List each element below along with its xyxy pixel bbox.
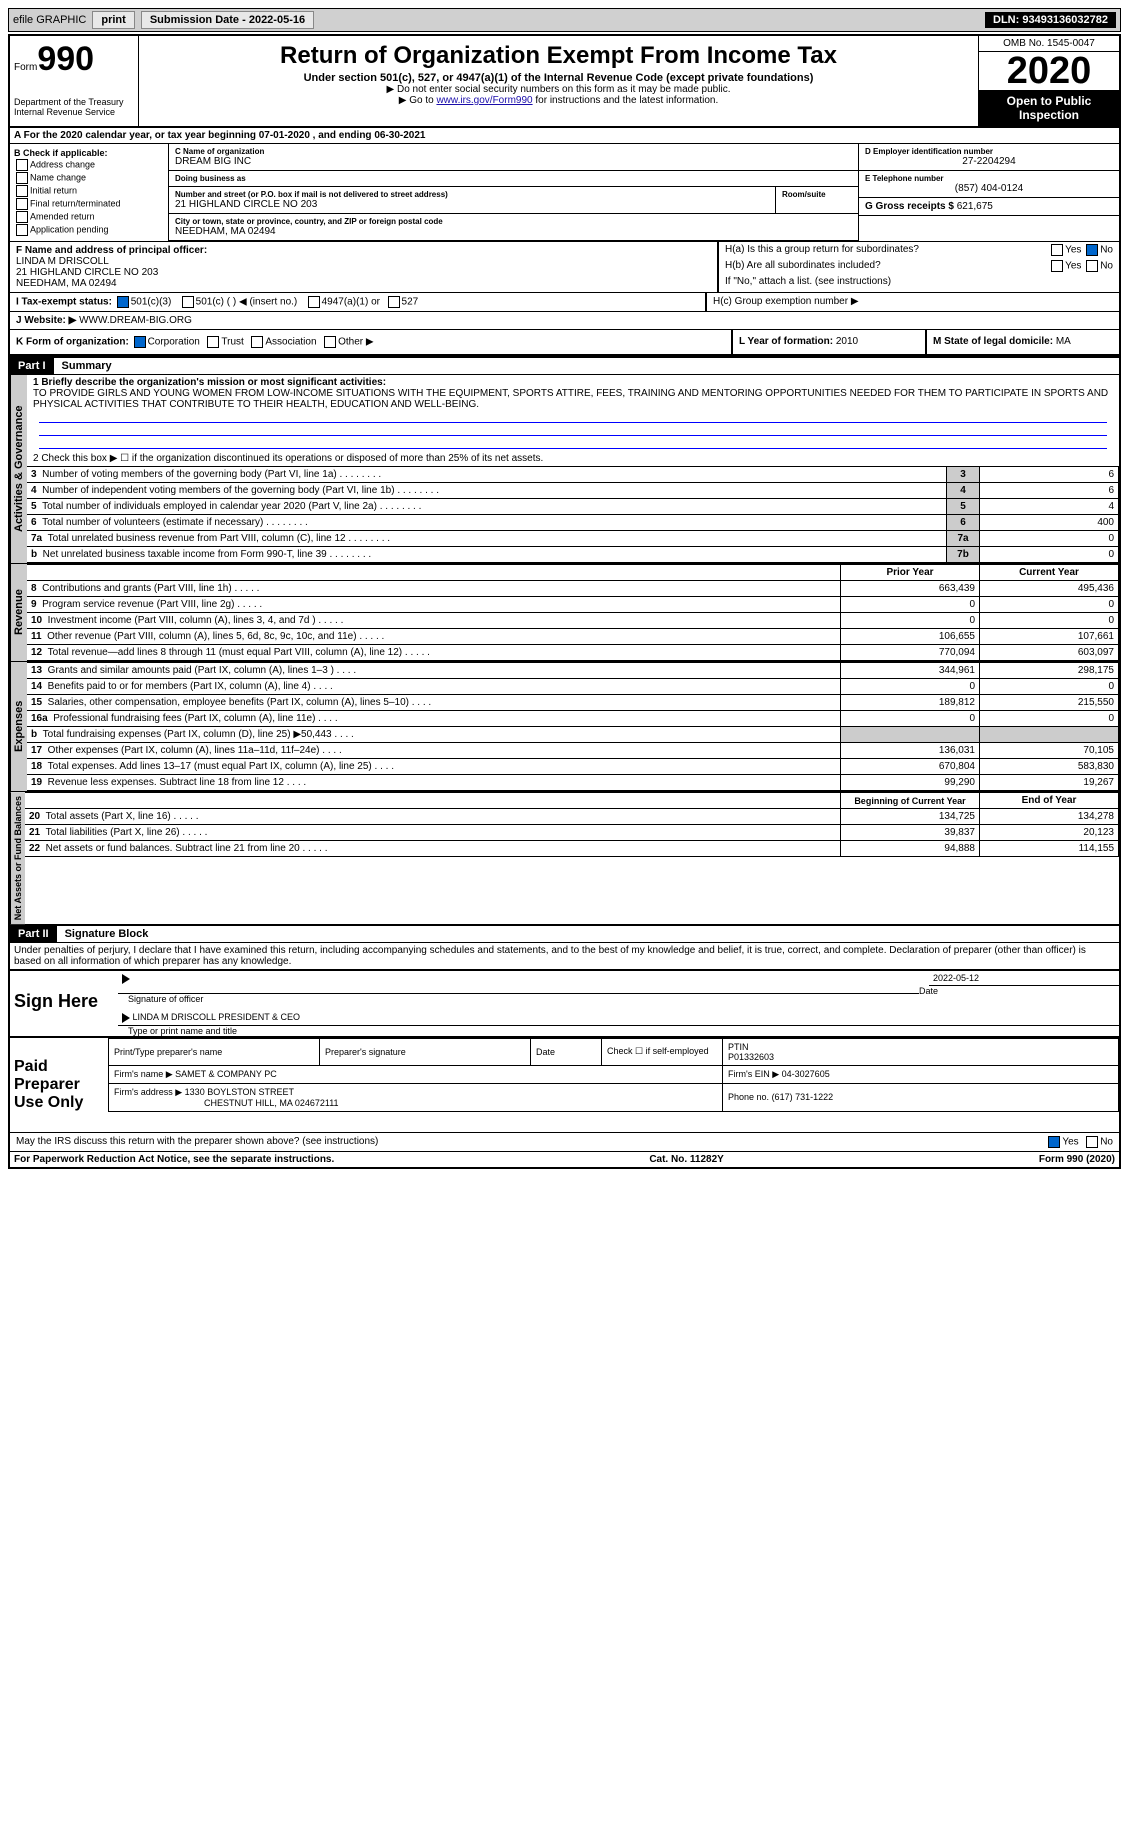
- paid-preparer-label: Paid Preparer Use Only: [10, 1038, 108, 1132]
- org-name: DREAM BIG INC: [175, 156, 852, 167]
- mission-text: TO PROVIDE GIRLS AND YOUNG WOMEN FROM LO…: [33, 388, 1108, 410]
- tab-revenue: Revenue: [10, 564, 27, 661]
- footer-mid: Cat. No. 11282Y: [649, 1154, 723, 1165]
- expense-table: 13 Grants and similar amounts paid (Part…: [27, 662, 1119, 791]
- tab-expenses: Expenses: [10, 662, 27, 791]
- city-state-zip: NEEDHAM, MA 02494: [175, 226, 852, 237]
- officer-printed-name: LINDA M DRISCOLL PRESIDENT & CEO: [133, 1012, 301, 1022]
- officer-label: F Name and address of principal officer:: [16, 245, 711, 256]
- street-address: 21 HIGHLAND CIRCLE NO 203: [175, 199, 769, 210]
- year-formation-label: L Year of formation:: [739, 336, 833, 347]
- firm-ein: 04-3027605: [782, 1069, 830, 1079]
- tab-governance: Activities & Governance: [10, 375, 27, 563]
- dept-label: Department of the Treasury Internal Reve…: [14, 97, 134, 117]
- form-label: Form: [14, 62, 37, 73]
- form-org-label: K Form of organization:: [16, 337, 129, 348]
- form-number: 990: [37, 40, 94, 78]
- officer-addr2: NEEDHAM, MA 02494: [16, 278, 711, 289]
- footer-right: Form 990 (2020): [1039, 1154, 1115, 1165]
- tax-period: A For the 2020 calendar year, or tax yea…: [10, 128, 1119, 144]
- firm-name: SAMET & COMPANY PC: [175, 1069, 277, 1079]
- section-b-title: B Check if applicable:: [14, 148, 164, 158]
- domicile-label: M State of legal domicile:: [933, 336, 1053, 347]
- part1-header: Part I: [10, 358, 54, 374]
- tax-status-label: I Tax-exempt status:: [16, 297, 112, 308]
- sign-here-label: Sign Here: [10, 971, 108, 1036]
- phone-value: (857) 404-0124: [865, 183, 1113, 194]
- note-goto-pre: ▶ Go to: [399, 95, 437, 106]
- year-formation: 2010: [836, 336, 858, 347]
- ptin-value: P01332603: [728, 1052, 774, 1062]
- revenue-table: Prior Year Current Year 8 Contributions …: [27, 564, 1119, 661]
- part1-title: Summary: [54, 360, 112, 372]
- hb-label: H(b) Are all subordinates included?: [725, 260, 1049, 272]
- tax-year: 2020: [979, 52, 1119, 90]
- dba-label: Doing business as: [175, 174, 852, 183]
- form-title: Return of Organization Exempt From Incom…: [143, 42, 974, 70]
- website-label: J Website: ▶: [16, 315, 76, 326]
- domicile-value: MA: [1056, 336, 1071, 347]
- ein-label: D Employer identification number: [865, 147, 1113, 156]
- phone-label: E Telephone number: [865, 174, 1113, 183]
- print-button[interactable]: print: [92, 11, 134, 29]
- dln-label: DLN: 93493136032782: [985, 12, 1116, 28]
- open-to-public: Open to Public Inspection: [979, 90, 1119, 126]
- firm-addr2: CHESTNUT HILL, MA 024672111: [204, 1098, 339, 1108]
- form-subtitle: Under section 501(c), 527, or 4947(a)(1)…: [143, 72, 974, 84]
- hb-note: If "No," attach a list. (see instruction…: [719, 274, 1119, 289]
- firm-addr1: 1330 BOYLSTON STREET: [185, 1087, 294, 1097]
- hc-label: H(c) Group exemption number ▶: [713, 296, 859, 307]
- form-header: Form990 Department of the Treasury Inter…: [10, 36, 1119, 128]
- city-label: City or town, state or province, country…: [175, 217, 852, 226]
- section-b: B Check if applicable: Address change Na…: [10, 144, 169, 241]
- submission-date: Submission Date - 2022-05-16: [141, 11, 314, 29]
- name-title-label: Type or print name and title: [128, 1026, 1119, 1036]
- officer-name: LINDA M DRISCOLL: [16, 256, 711, 267]
- discuss-question: May the IRS discuss this return with the…: [16, 1136, 1046, 1148]
- line2: 2 Check this box ▶ ☐ if the organization…: [27, 451, 1119, 466]
- arrow-icon: [122, 974, 130, 984]
- irs-link[interactable]: www.irs.gov/Form990: [436, 95, 532, 106]
- governance-table: 3 Number of voting members of the govern…: [27, 466, 1119, 563]
- form-990: Form990 Department of the Treasury Inter…: [8, 34, 1121, 1169]
- net-assets-table: Beginning of Current Year End of Year 20…: [25, 792, 1119, 857]
- tab-net-assets: Net Assets or Fund Balances: [10, 792, 25, 924]
- sig-officer-label: Signature of officer: [128, 994, 919, 1004]
- officer-addr1: 21 HIGHLAND CIRCLE NO 203: [16, 267, 711, 278]
- part2-title: Signature Block: [57, 928, 149, 940]
- firm-phone: (617) 731-1222: [772, 1092, 834, 1102]
- mission-label: 1 Briefly describe the organization's mi…: [33, 377, 386, 388]
- ha-label: H(a) Is this a group return for subordin…: [725, 244, 1049, 256]
- date-label: Date: [919, 986, 1119, 996]
- room-label: Room/suite: [782, 190, 852, 199]
- note-goto-post: for instructions and the latest informat…: [533, 95, 719, 106]
- note-ssn: ▶ Do not enter social security numbers o…: [143, 84, 974, 95]
- footer-left: For Paperwork Reduction Act Notice, see …: [14, 1154, 334, 1165]
- website-value: WWW.DREAM-BIG.ORG: [79, 315, 192, 326]
- org-name-label: C Name of organization: [175, 147, 852, 156]
- gross-receipts-label: G Gross receipts $: [865, 201, 954, 212]
- sig-date: 2022-05-12: [929, 971, 1119, 986]
- top-toolbar: efile GRAPHIC print Submission Date - 20…: [8, 8, 1121, 32]
- part2-header: Part II: [10, 926, 57, 942]
- penalty-statement: Under penalties of perjury, I declare th…: [10, 943, 1119, 969]
- ein-value: 27-2204294: [865, 156, 1113, 167]
- gross-receipts-value: 621,675: [957, 201, 993, 212]
- addr-label: Number and street (or P.O. box if mail i…: [175, 190, 769, 199]
- efile-label: efile GRAPHIC: [13, 14, 86, 26]
- arrow-icon: [122, 1013, 130, 1023]
